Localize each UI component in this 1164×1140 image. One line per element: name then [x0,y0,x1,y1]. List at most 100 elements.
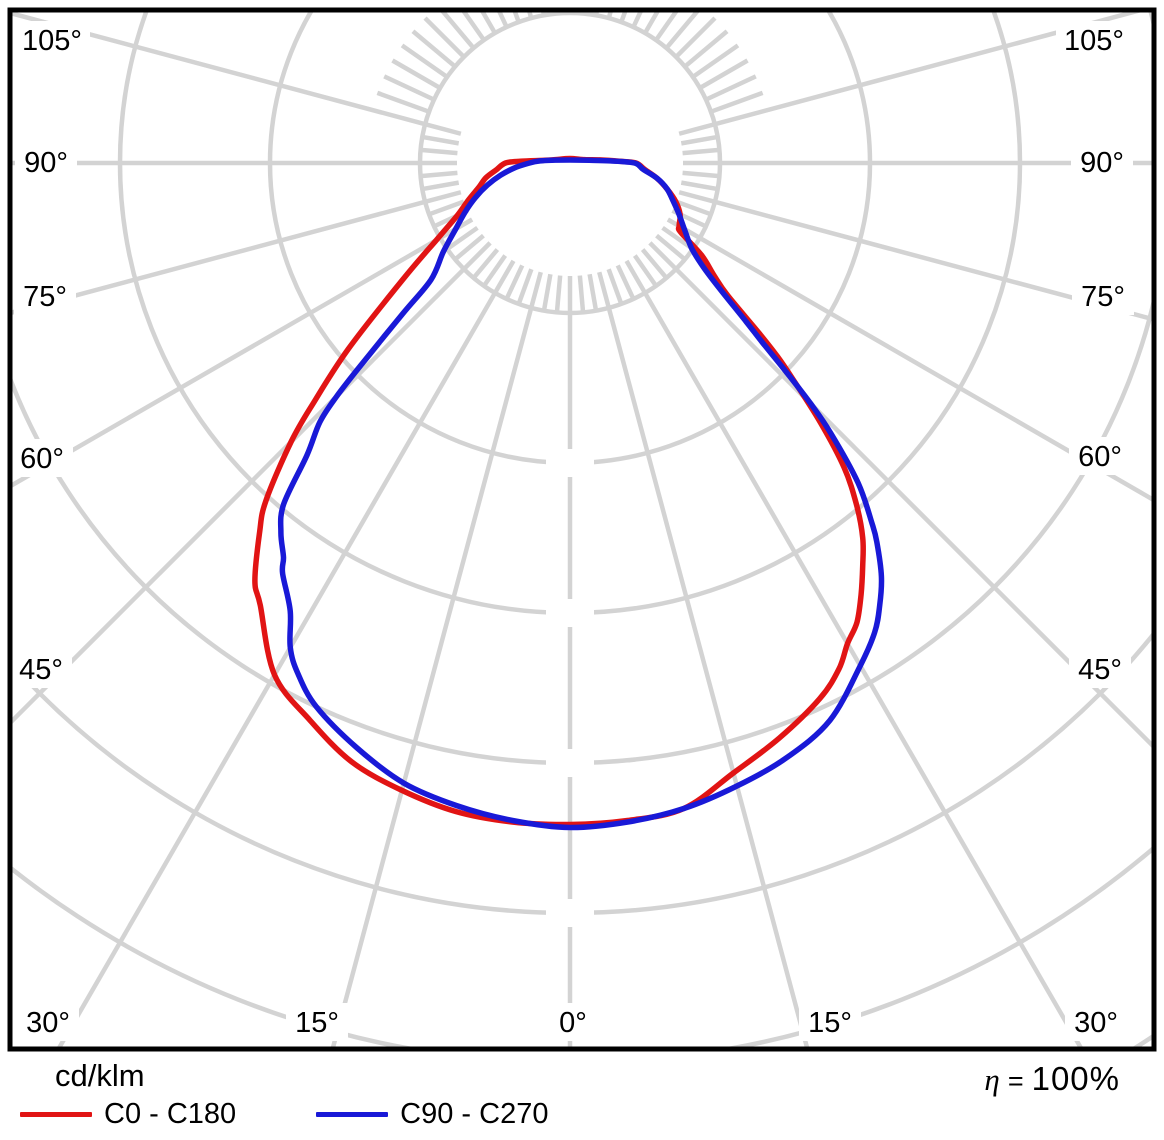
grid-angle-tick [504,264,525,300]
grid-radial-line [643,291,1083,1047]
grid-angle-tick [664,12,700,50]
grid-radial-line [714,12,1141,127]
angle-label: 105° [1064,25,1124,57]
ring-value-box-empty [546,749,594,777]
angle-label-box [550,1003,596,1041]
angle-label: 75° [1081,281,1125,313]
angle-label-box [1071,143,1133,181]
angle-label-box [799,1003,861,1041]
ring-value-box-empty [546,449,594,477]
chart-frame [7,7,1157,1052]
legend: C0 - C180 C90 - C270 [20,1098,628,1131]
angle-label: 90° [24,147,68,179]
grid-angle-tick [554,275,563,313]
grid-radial-line [12,236,442,488]
angle-label: 105° [22,25,82,57]
eta-value: 100% [1031,1060,1120,1097]
grid-angle-tick [640,248,669,280]
grid-angle-tick [643,12,660,35]
angle-label: 60° [1078,441,1122,473]
ring-value-box-empty [546,899,594,927]
angle-label-box [15,143,77,181]
grid-angle-tick [680,180,719,192]
grid-radial-line [12,267,466,724]
angle-label-box [1065,1003,1127,1041]
eta-symbol: η [984,1062,1000,1097]
grid-angle-tick [577,275,586,313]
grid-radial-line [698,236,1152,502]
grid-angle-tick [420,170,458,179]
grid-radial-line [12,12,426,127]
angle-label-box [14,21,90,59]
grid-angle-tick [675,199,712,217]
grid-angle-tick [683,29,729,69]
angle-label-box [1069,437,1131,475]
grid-angle-tick [471,248,500,280]
grid-angle-tick [597,271,611,309]
angle-label: 90° [1080,147,1124,179]
grid-angle-tick [674,16,717,59]
angle-label: 60° [20,443,64,475]
grid-angle-tick [480,12,497,35]
legend-label-c0-c180: C0 - C180 [104,1098,237,1130]
grid-angle-tick [704,74,757,102]
grid-angle-tick [421,180,460,192]
curve-c0-c180 [252,155,867,828]
grid-angle-tick [391,58,442,90]
grid-angle-tick [516,268,534,305]
angle-label-box [12,439,73,477]
grid-angle-tick [615,264,636,300]
grid-angle-tick [648,241,678,271]
grid-angle-tick [440,12,476,50]
grid-angle-tick [691,43,740,79]
grid-angle-tick [682,170,720,179]
grid-angle-tick [529,271,543,309]
grid-radial-line [12,199,426,315]
grid-radial-line [330,307,534,1047]
grid-angle-tick [424,122,462,136]
grid-angle-tick [624,259,647,295]
grid-angle-tick [698,58,749,90]
legend-label-c90-c270: C90 - C270 [400,1098,549,1130]
grid-angle-tick [461,12,486,42]
grid-angle-tick [606,268,624,305]
grid-angle-tick [493,259,516,295]
grid-angle-tick [424,190,462,204]
angle-label-box [17,1003,79,1041]
grid-angle-tick [420,147,458,156]
grid-angle-tick [587,273,599,312]
grid-angle-tick [376,90,430,114]
eta-equals: = [1007,1066,1024,1096]
angle-label-box [1056,21,1132,59]
grid-radial-line [606,307,810,1047]
grid-radial-line [57,291,497,1047]
curve-c90-c270 [277,157,885,831]
grid-angle-tick [482,254,508,288]
grid-angle-tick [383,74,436,102]
angle-label-box [1072,277,1134,315]
efficiency-readout: η = 100% [980,1060,1120,1098]
angle-label: 30° [26,1007,70,1039]
units-label: cd/klm [55,1058,145,1093]
grid-angle-tick [654,12,679,42]
grid-angle-tick [619,12,628,23]
angle-label: 30° [1074,1007,1118,1039]
angle-label-box [12,650,72,688]
grid-angle-tick [541,273,553,312]
grid-angle-tick [497,12,509,29]
grid-radial-line [714,199,1152,322]
angle-label: 45° [19,654,63,686]
grid-angle-tick [462,241,492,271]
legend-swatch-c0-c180 [20,1112,92,1117]
grid-angle-tick [682,147,720,156]
angle-label: 75° [23,281,67,313]
grid-angle-tick [678,122,716,136]
grid-angle-tick [423,16,466,59]
ring-value-box-empty [546,599,594,627]
grid-angle-tick [421,134,460,146]
grid-radial-line [674,267,1152,748]
grid-angle-tick [710,90,764,114]
